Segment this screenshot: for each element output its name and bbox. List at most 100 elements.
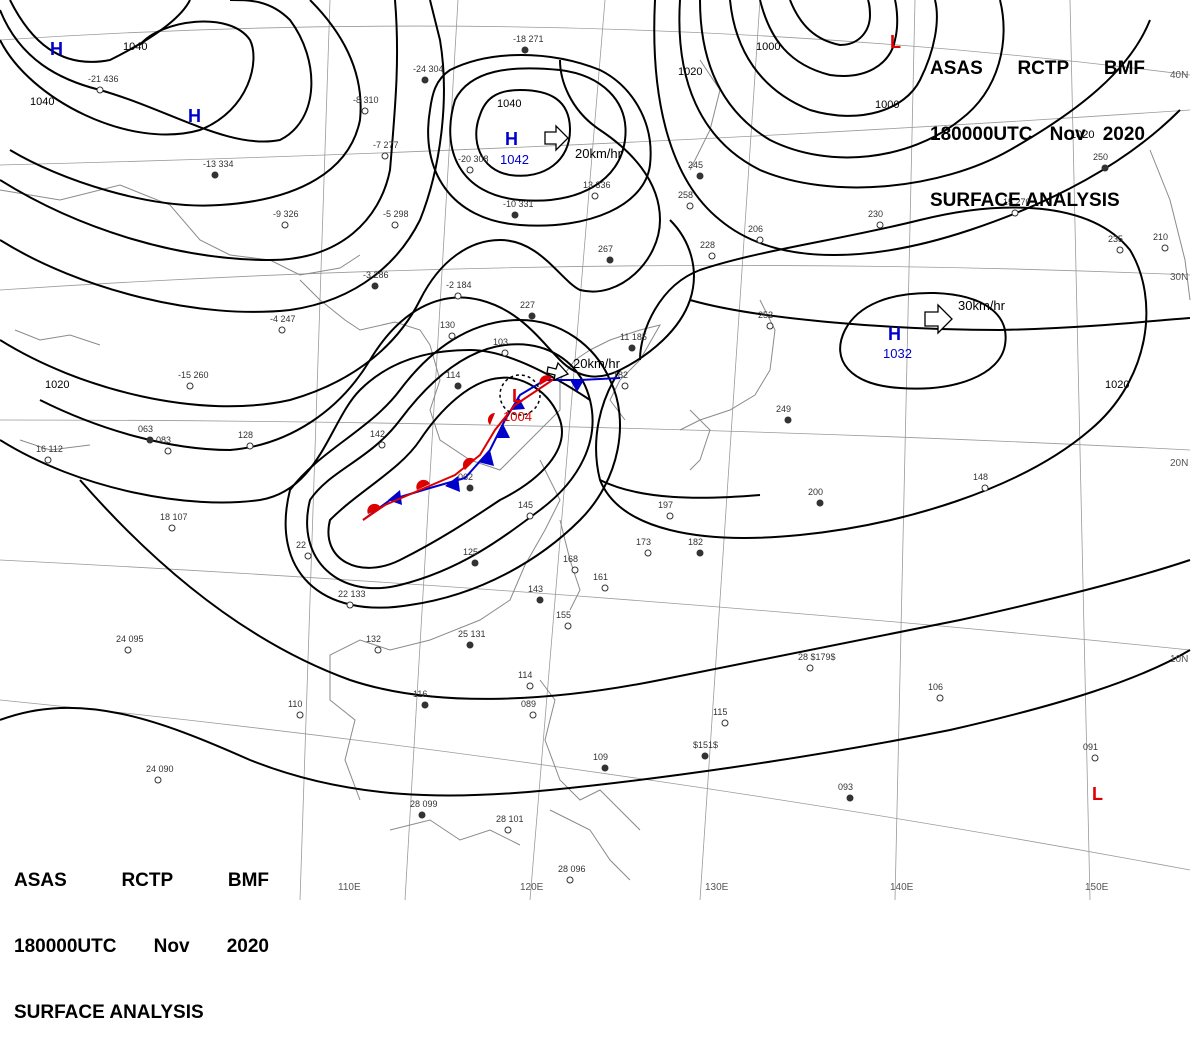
station-value: 182 [613, 370, 628, 380]
valid-month: Nov [1049, 124, 1086, 145]
station-marker [296, 711, 304, 719]
station-marker [471, 559, 479, 567]
station-value: 200 [808, 487, 823, 497]
isobar-label: 1000 [875, 99, 899, 111]
station-marker [606, 256, 614, 264]
low-center-ring [499, 374, 541, 416]
station-marker [421, 701, 429, 709]
station-value: 130 [440, 320, 455, 330]
station-marker [566, 876, 574, 884]
station-marker [601, 584, 609, 592]
station-marker [448, 332, 456, 340]
station-marker [466, 641, 474, 649]
valid-year: 2020 [226, 936, 269, 957]
station-marker [876, 221, 884, 229]
station-marker [164, 447, 172, 455]
station-value: 063 [138, 424, 153, 434]
station-value: -7 277 [373, 140, 399, 150]
low-center-symbol: L [512, 386, 523, 406]
station-marker [501, 349, 509, 357]
station-value: 230 [868, 209, 883, 219]
longitude-label: 130E [705, 882, 729, 893]
station-value: 11 185 [620, 332, 647, 342]
valid-time: 180000UTC [14, 936, 117, 957]
high-pressure-value: 1042 [500, 152, 529, 167]
longitude-label: 110E [338, 882, 361, 893]
station-value: -24 304 [413, 64, 444, 74]
station-marker [666, 512, 674, 520]
motion-arrows [544, 124, 953, 382]
station-marker [708, 252, 716, 260]
station-marker [186, 382, 194, 390]
station-marker [346, 601, 354, 609]
station-value: 228 [700, 240, 715, 250]
station-marker [511, 211, 519, 219]
station-marker [621, 382, 629, 390]
pressure-systems: H H H 1042 H 1032 L 1004 L L [50, 32, 1103, 804]
isobar-labels: 1040 1040 1040 1000 1000 1020 1020 1020 … [30, 41, 1129, 391]
station-marker [564, 622, 572, 630]
station-marker [529, 711, 537, 719]
station-marker [591, 192, 599, 200]
station-value: 15 270 [1003, 197, 1031, 207]
valid-time: 180000UTC [930, 124, 1033, 145]
station-value: 24 095 [116, 634, 144, 644]
motion-speed-label: 20km/hr [573, 356, 621, 371]
isobar-label: 1040 [497, 98, 521, 110]
station-marker [806, 664, 814, 672]
station-value: 28 $179$ [798, 652, 836, 662]
station-value: 110 [288, 699, 302, 709]
station-value: 210 [1153, 232, 1168, 242]
motion-speed-label: 30km/hr [958, 298, 1006, 313]
station-marker [686, 202, 694, 210]
station-value: 128 [238, 430, 253, 440]
coastlines [0, 59, 1191, 881]
station-marker [526, 682, 534, 690]
station-marker [936, 694, 944, 702]
station-marker [1101, 164, 1109, 172]
longitude-label: 150E [1085, 882, 1109, 893]
station-marker [281, 221, 289, 229]
station-marker [246, 442, 254, 450]
station-value: -10 331 [503, 199, 534, 209]
station-value: 145 [518, 500, 533, 510]
station-value: 227 [520, 300, 535, 310]
station-value: 249 [776, 404, 791, 414]
product-title: SURFACE ANALYSIS [930, 190, 1120, 211]
station-value: 197 [658, 500, 673, 510]
station-value: 142 [370, 429, 385, 439]
station-marker [571, 566, 579, 574]
station-value: -9 326 [273, 209, 299, 219]
station-value: 258 [678, 190, 693, 200]
arrow-icon [924, 303, 953, 335]
station-value: 093 [838, 782, 853, 792]
station-marker [278, 326, 286, 334]
station-value: -2 184 [446, 280, 472, 290]
station-value: 28 099 [410, 799, 438, 809]
station-value: 116 [413, 689, 427, 699]
station-marker [1116, 246, 1124, 254]
station-marker [536, 596, 544, 604]
station-value: 143 [528, 584, 543, 594]
station-marker [521, 46, 529, 54]
station-marker [766, 322, 774, 330]
station-value: -8 310 [353, 95, 379, 105]
station-value: 106 [928, 682, 943, 692]
station-marker [696, 172, 704, 180]
station-marker [378, 441, 386, 449]
station-value: 155 [556, 610, 571, 620]
product-title: SURFACE ANALYSIS [14, 1002, 204, 1023]
station-marker [124, 646, 132, 654]
coordinate-labels: 110E 120E 130E 140E 150E 40N 30N 20N 10N [338, 70, 1188, 893]
map-header-top-right: ASAS RCTP BMF 180000UTC Nov 2020 SURFACE ANA… [930, 14, 1145, 234]
longitude-label: 140E [890, 882, 914, 893]
station-value: 16 112 [36, 444, 63, 454]
station-marker [504, 826, 512, 834]
isobar-label: 1020 [45, 379, 69, 391]
high-center-symbol: H [505, 129, 518, 149]
latitude-label: 40N [1170, 70, 1188, 81]
station-value: 091 [1083, 742, 1098, 752]
valid-month: Nov [153, 936, 190, 957]
station-value: 148 [973, 472, 988, 482]
station-marker [374, 646, 382, 654]
